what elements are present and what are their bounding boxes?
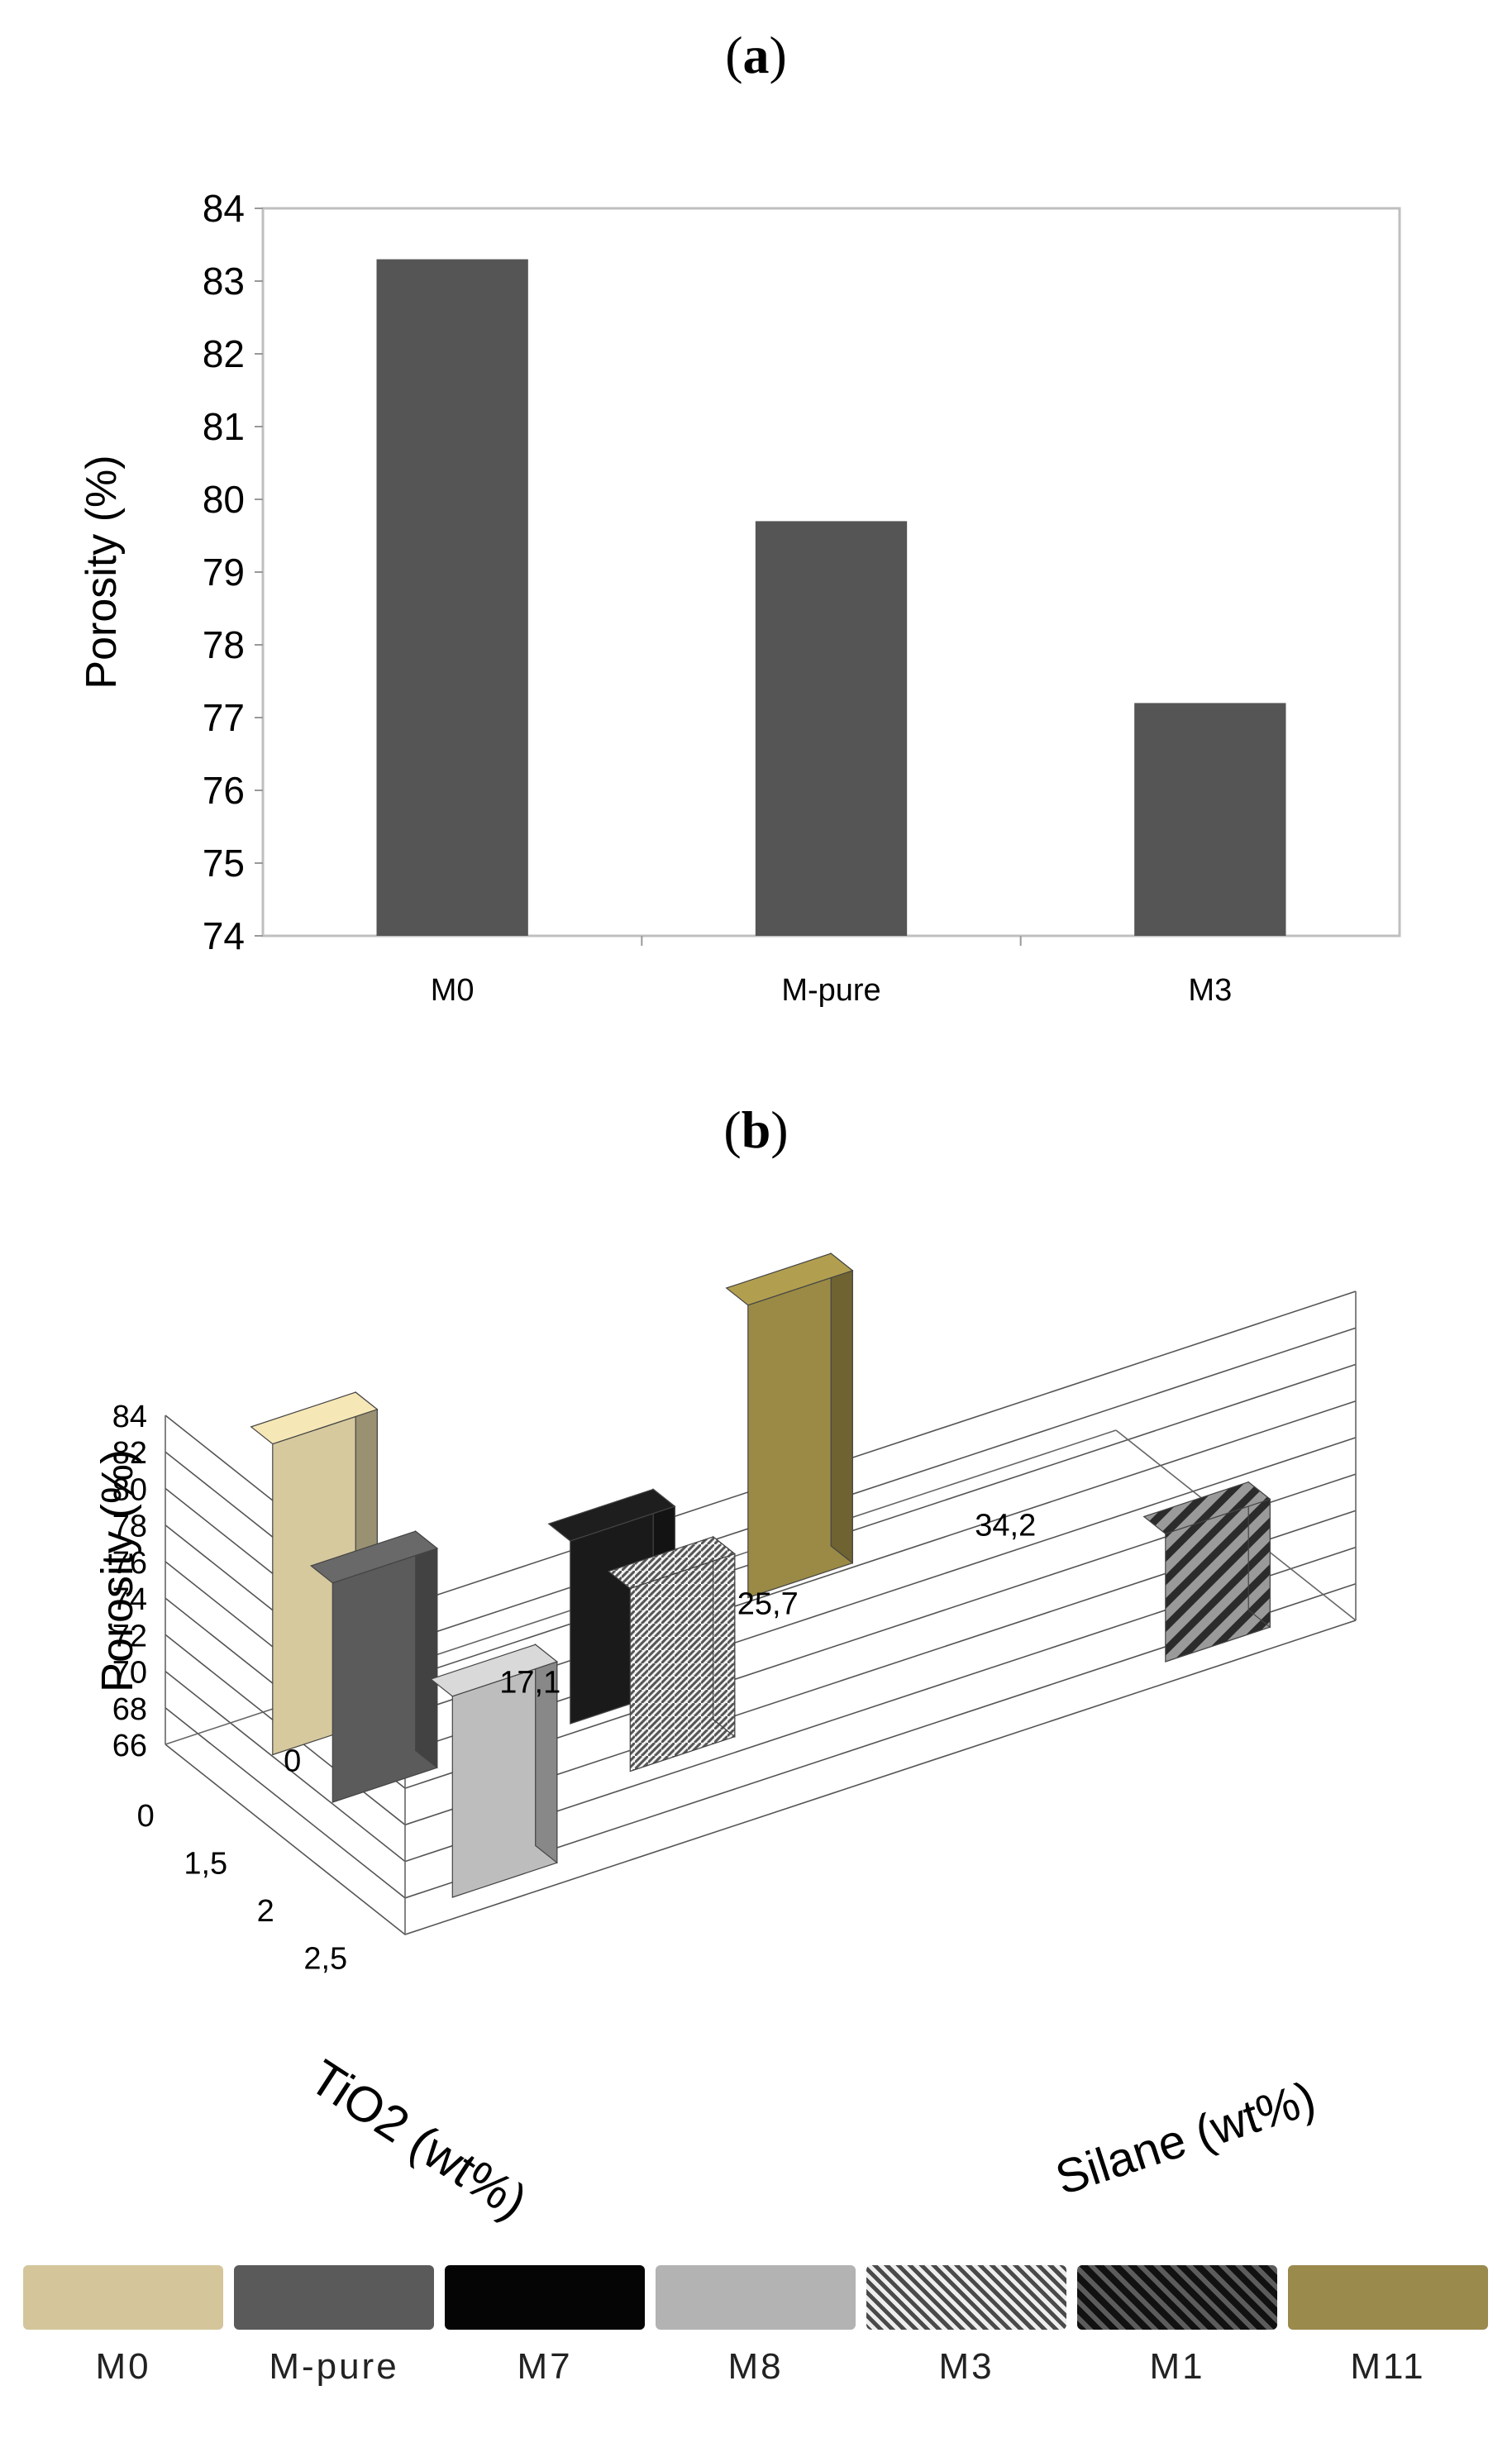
legend-label: M1 <box>1149 2346 1205 2387</box>
tio2-tick-label: 2,5 <box>303 1941 347 1976</box>
silane-tick-label: 34,2 <box>975 1509 1036 1543</box>
x-tick-label: M-pure <box>781 973 880 1008</box>
x-tick-label: M3 <box>1188 973 1232 1008</box>
bar-top-face <box>547 1488 676 1542</box>
y-axis: 74 75 76 77 78 79 80 81 82 83 84 <box>203 187 263 957</box>
y-tick-label: 78 <box>203 623 245 666</box>
bar-top-face <box>1142 1481 1271 1534</box>
legend-item-m-pure: M-pure <box>234 2265 434 2431</box>
z-tick-label: 84 <box>112 1400 147 1434</box>
legend-swatch <box>1288 2265 1488 2330</box>
legend-label: M3 <box>938 2346 994 2387</box>
tio2-tick-label: 1,5 <box>184 1846 227 1881</box>
legend-swatch <box>23 2265 223 2330</box>
z-tick-label: 66 <box>112 1729 147 1763</box>
z-tick-label: 74 <box>112 1582 147 1617</box>
bar-m8 <box>429 1644 559 1898</box>
y-tick-label: 82 <box>203 332 245 375</box>
legend-item-m0: M0 <box>23 2265 223 2431</box>
bar-side-face <box>830 1252 853 1564</box>
bars <box>376 259 1286 937</box>
panel-b-letter: b <box>741 1100 771 1159</box>
z-tick-label: 72 <box>112 1619 147 1653</box>
bar-top-face <box>250 1391 379 1445</box>
bar-m3 <box>607 1535 737 1772</box>
bar-side-face <box>415 1529 438 1769</box>
legend-item-m11: M11 <box>1288 2265 1488 2431</box>
silane-tick-label: 17,1 <box>499 1666 560 1701</box>
legend-swatch <box>445 2265 645 2330</box>
y-tick-label: 83 <box>203 260 245 303</box>
y-axis-label: Porosity (%) <box>78 455 126 689</box>
z-tick-label: 68 <box>112 1692 147 1727</box>
legend-swatch <box>656 2265 856 2330</box>
z-tick-label: 82 <box>112 1436 147 1471</box>
legend-item-m3: M3 <box>866 2265 1066 2431</box>
tio2-axis-label: TiO2 (wt%) <box>300 2049 537 2230</box>
bar-top-face <box>429 1644 559 1697</box>
z-tick-label: 76 <box>112 1546 147 1581</box>
legend-item-m8: M8 <box>656 2265 856 2431</box>
panel-b-label: (b) <box>723 1100 789 1159</box>
y-tick-label: 80 <box>203 478 245 521</box>
z-tick-label: 70 <box>112 1656 147 1691</box>
y-tick-label: 81 <box>203 405 245 448</box>
legend-label: M11 <box>1350 2346 1426 2387</box>
y-tick-label: 84 <box>203 187 245 230</box>
silane-axis-label: Silane (wt%) <box>1049 2071 1322 2205</box>
silane-tick-label: 25,7 <box>737 1587 799 1622</box>
y-tick-label: 76 <box>203 769 245 812</box>
silane-axis: 0 17,1 25,7 34,2 <box>284 1509 1036 1779</box>
bar-m-pure <box>309 1529 439 1803</box>
tio2-tick-label: 0 <box>137 1799 155 1834</box>
y-tick-label: 74 <box>203 914 245 957</box>
bar-m0 <box>376 259 528 937</box>
silane-tick-label: 0 <box>284 1744 301 1779</box>
bar-top-face <box>607 1536 737 1590</box>
panel-a-letter: a <box>742 26 770 84</box>
y-tick-label: 75 <box>203 842 245 885</box>
legend-item-m1: M1 <box>1077 2265 1277 2431</box>
bar-chart-porosity: 74 75 76 77 78 79 80 81 82 83 84 M0 M-pure M3 Porosi… <box>78 187 1401 1008</box>
bar-side-face <box>713 1535 736 1738</box>
bar-top-face <box>309 1530 439 1584</box>
y-tick-label: 77 <box>203 696 245 739</box>
z-axis-label: Porosity (%) <box>93 1449 142 1692</box>
legend-item-m7: M7 <box>445 2265 645 2431</box>
legend-swatch <box>866 2265 1066 2330</box>
bar-m11 <box>725 1252 854 1599</box>
legend-label: M0 <box>95 2346 151 2387</box>
legend-swatch <box>234 2265 434 2330</box>
tio2-axis: 0 1,5 2 2,5 <box>137 1799 347 1977</box>
legend-label: M-pure <box>269 2346 399 2387</box>
panel-a-label: (a) <box>725 26 787 84</box>
bar-m1 <box>1142 1481 1271 1663</box>
z-tick-label: 80 <box>112 1472 147 1507</box>
y-tick-label: 79 <box>203 551 245 594</box>
x-tick-label: M0 <box>431 973 475 1008</box>
z-tick-label: 78 <box>112 1510 147 1544</box>
x-axis: M0 M-pure M3 <box>431 936 1232 1008</box>
legend-label: M7 <box>517 2346 573 2387</box>
legend-swatch <box>1077 2265 1277 2330</box>
3d-bars <box>250 1252 1271 1898</box>
bar-top-face <box>725 1252 854 1306</box>
bar-m3 <box>1134 703 1286 936</box>
legend: M0 M-pure M7 M8 M3 M1 M11 <box>23 2265 1495 2431</box>
bar-m-pure <box>755 521 908 936</box>
legend-label: M8 <box>727 2346 784 2387</box>
tio2-tick-label: 2 <box>257 1894 274 1929</box>
